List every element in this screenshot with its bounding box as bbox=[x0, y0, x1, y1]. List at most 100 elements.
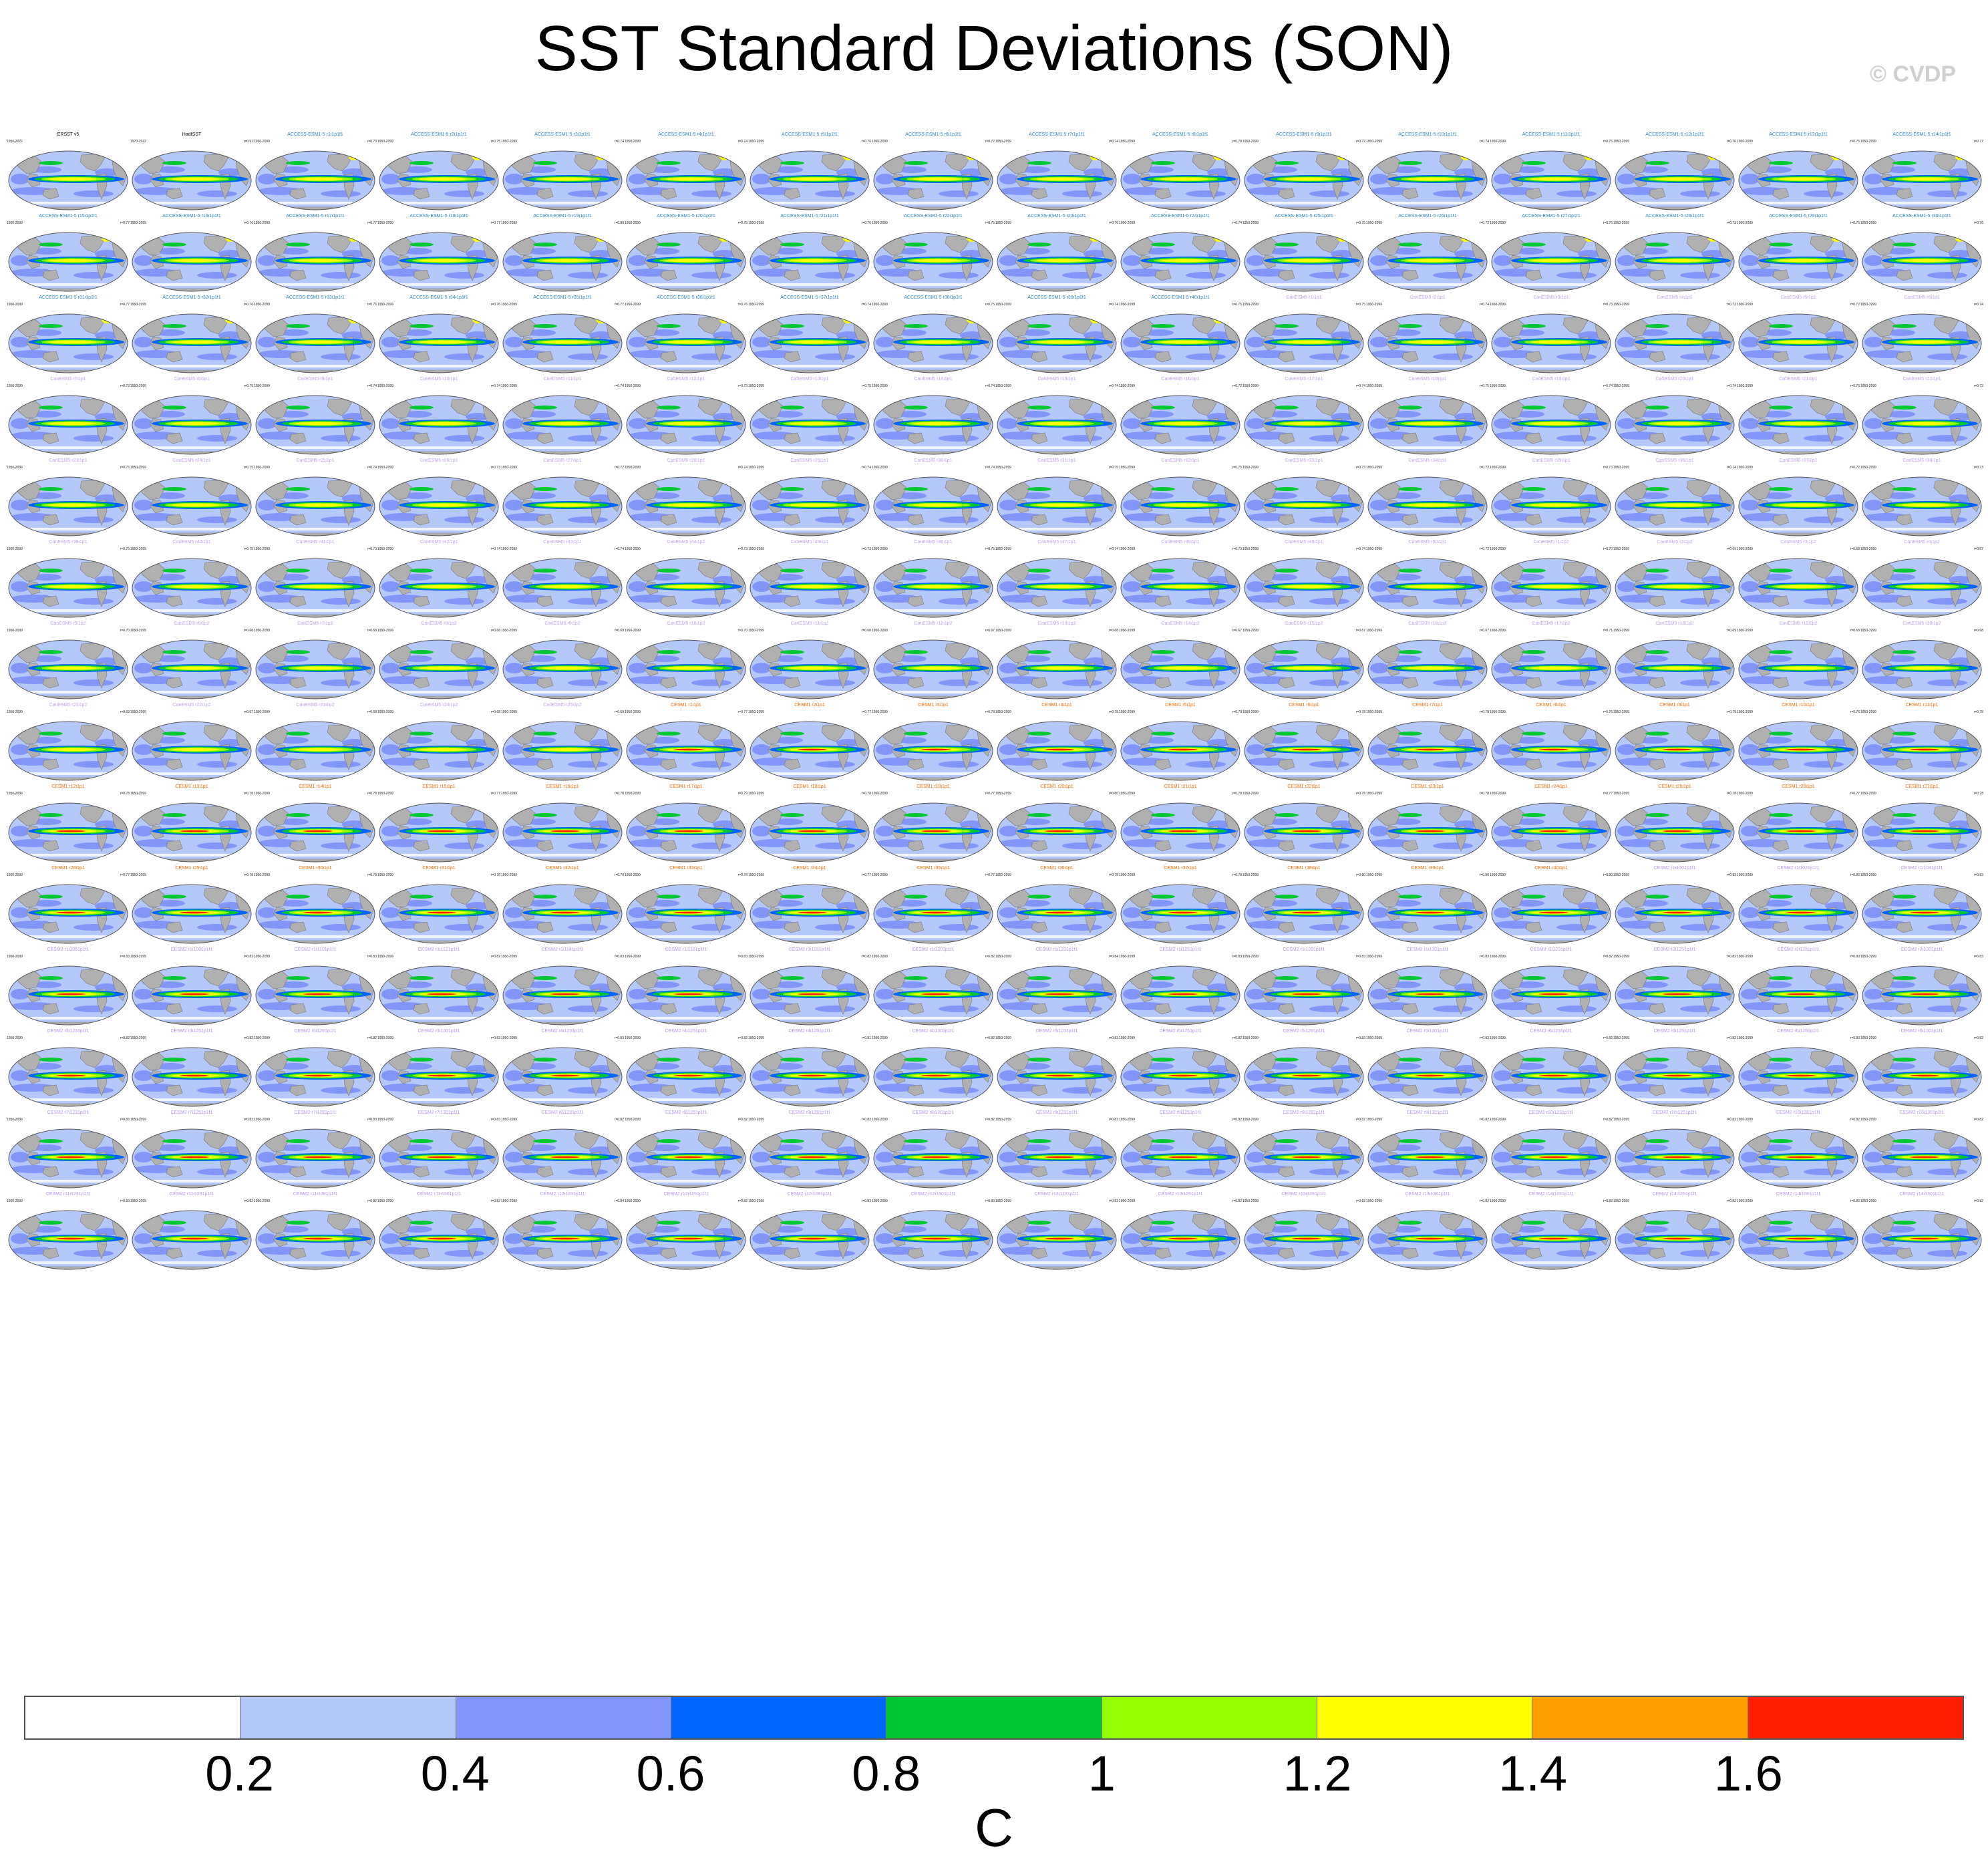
map-panel: CESM2 r1i1081p1f1 1950-2099 r=0.82 bbox=[130, 947, 253, 1029]
enso-tongue bbox=[674, 911, 703, 914]
land-mass bbox=[1626, 451, 1727, 454]
panel-title: CanESM5 r18i1p2 bbox=[1655, 621, 1694, 626]
panel-title: CanESM5 r5i1p2 bbox=[50, 621, 86, 626]
southern-ocean-band bbox=[1862, 772, 1981, 775]
map-panel: CESM1 r28i1p1 1950-2099 r=0.77 bbox=[7, 866, 130, 947]
panel-pattern-correlation: r=0.74 bbox=[1108, 547, 1118, 551]
sst-patch bbox=[999, 907, 1018, 918]
panel-pattern-correlation: r=0.80 bbox=[614, 221, 624, 225]
land-mass bbox=[637, 614, 739, 617]
land-mass bbox=[1255, 777, 1357, 780]
sst-patch bbox=[1123, 907, 1142, 918]
panel-pattern-correlation: r=0.74 bbox=[1479, 140, 1489, 144]
map-panel: CanESM5 r39i1p1 1950-2099 r=0.75 bbox=[7, 540, 130, 621]
southern-ocean-band bbox=[503, 1098, 622, 1101]
land-mass bbox=[514, 940, 615, 943]
panel-years: 1950-2099 bbox=[501, 792, 517, 796]
map-panel: ACCESS-ESM1-5 r21i1p1f1 1950-2099 r=0.76 bbox=[748, 214, 871, 295]
enso-tongue bbox=[427, 830, 456, 832]
sst-patch bbox=[1864, 500, 1883, 510]
sst-patch bbox=[1515, 166, 1544, 173]
land-mass bbox=[1750, 859, 1851, 862]
kuroshio-band bbox=[1892, 732, 1917, 736]
map-outline bbox=[8, 395, 128, 455]
enso-tongue bbox=[1168, 748, 1198, 751]
map-panel: CanESM5 r5i1p1 1950-2099 r=0.72 bbox=[1737, 295, 1860, 377]
panel-years: 1950-2099 bbox=[1737, 466, 1753, 470]
kuroshio-band bbox=[1027, 161, 1051, 165]
panel-pattern-correlation: r=0.70 bbox=[737, 629, 748, 633]
map-panel: ACCESS-ESM1-5 r14i1p1f1 1950-2099 r=0.77 bbox=[1860, 132, 1983, 214]
global-map bbox=[1120, 884, 1240, 944]
panel-title: ACCESS-ESM1-5 r3i1p1f1 bbox=[534, 132, 591, 137]
global-map bbox=[8, 150, 128, 210]
kuroshio-band bbox=[1645, 161, 1669, 165]
panel-pattern-correlation: r=0.70 bbox=[120, 629, 130, 633]
sst-patch bbox=[1186, 679, 1226, 686]
enso-tongue bbox=[180, 1074, 209, 1077]
map-panel: CESM1 r24i1p1 1950-2099 r=0.77 bbox=[1490, 784, 1613, 866]
panel-title: CESM2 r5i1231p1f1 bbox=[1035, 1029, 1078, 1034]
enso-tongue bbox=[48, 666, 96, 670]
panel-pattern-correlation: r=0.67 bbox=[1232, 629, 1242, 633]
panel-title: CESM1 r34i1p1 bbox=[793, 866, 826, 871]
sst-patch bbox=[505, 174, 524, 184]
southern-ocean-band bbox=[627, 1017, 746, 1020]
panel-years: 1950-2099 bbox=[1242, 1036, 1259, 1040]
sst-patch bbox=[1864, 663, 1883, 673]
sst-patch bbox=[1556, 761, 1597, 768]
sst-patch bbox=[752, 744, 771, 755]
panel-pattern-correlation: r=0.72 bbox=[1355, 140, 1365, 144]
sst-patch bbox=[568, 924, 608, 931]
global-map bbox=[1491, 965, 1611, 1026]
panel-title: CESM2 r2i1231p1f1 bbox=[1530, 947, 1572, 952]
panel-title: CESM1 r36i1p1 bbox=[1040, 866, 1073, 871]
enso-tongue bbox=[1160, 177, 1208, 181]
sst-patch bbox=[1370, 826, 1389, 836]
southern-ocean-band bbox=[1739, 528, 1858, 530]
southern-ocean-band bbox=[750, 772, 869, 775]
map-outline bbox=[626, 232, 746, 292]
sst-patch bbox=[156, 248, 185, 255]
panel-pattern-correlation: r=0.78 bbox=[367, 873, 377, 877]
enso-tongue bbox=[1539, 911, 1568, 914]
enso-tongue bbox=[798, 993, 827, 995]
map-panel: ACCESS-ESM1-5 r24i1p1f1 1950-2099 r=0.74 bbox=[1119, 214, 1242, 295]
sst-patch bbox=[939, 842, 979, 849]
sst-patch bbox=[1123, 337, 1142, 347]
map-panel: CanESM5 r6i1p1 1950-2099 r=0.74 bbox=[1860, 295, 1983, 377]
panel-pattern-correlation: r=0.73 bbox=[1603, 466, 1613, 470]
kuroshio-band bbox=[904, 487, 928, 491]
southern-ocean-band bbox=[379, 935, 498, 938]
southern-ocean-band bbox=[379, 365, 498, 367]
panel-title: CESM2 r5i1251p1f1 bbox=[1159, 1029, 1202, 1034]
panel-pattern-correlation: r=0.76 bbox=[1726, 140, 1736, 144]
map-outline bbox=[1862, 150, 1982, 210]
global-map bbox=[997, 150, 1117, 210]
sst-patch bbox=[1186, 516, 1226, 523]
global-map bbox=[997, 476, 1117, 536]
enso-tongue bbox=[913, 340, 961, 344]
kuroshio-band bbox=[1275, 976, 1299, 980]
sst-patch bbox=[752, 337, 771, 347]
sst-patch bbox=[1062, 679, 1102, 686]
kuroshio-band bbox=[1398, 569, 1422, 573]
kuroshio-band bbox=[162, 1139, 186, 1143]
sst-patch bbox=[134, 337, 153, 347]
panel-years: 1950-2099 bbox=[501, 547, 517, 551]
enso-tongue bbox=[172, 259, 220, 263]
land-mass bbox=[761, 288, 862, 291]
kuroshio-band bbox=[1151, 1058, 1175, 1062]
kuroshio-band bbox=[409, 1058, 434, 1062]
map-outline bbox=[1367, 150, 1488, 210]
sst-patch bbox=[1062, 1087, 1102, 1094]
land-mass bbox=[267, 206, 368, 210]
map-outline bbox=[750, 313, 870, 373]
panel-years: 1950-2099 bbox=[872, 1036, 888, 1040]
sst-patch bbox=[258, 744, 277, 755]
panel-pattern-correlation: r=0.82 bbox=[1603, 955, 1613, 959]
land-mass bbox=[143, 695, 244, 699]
panel-title: CanESM5 r38i1p1 bbox=[1902, 458, 1941, 463]
land-mass bbox=[1255, 1103, 1357, 1106]
sst-patch bbox=[752, 500, 771, 510]
